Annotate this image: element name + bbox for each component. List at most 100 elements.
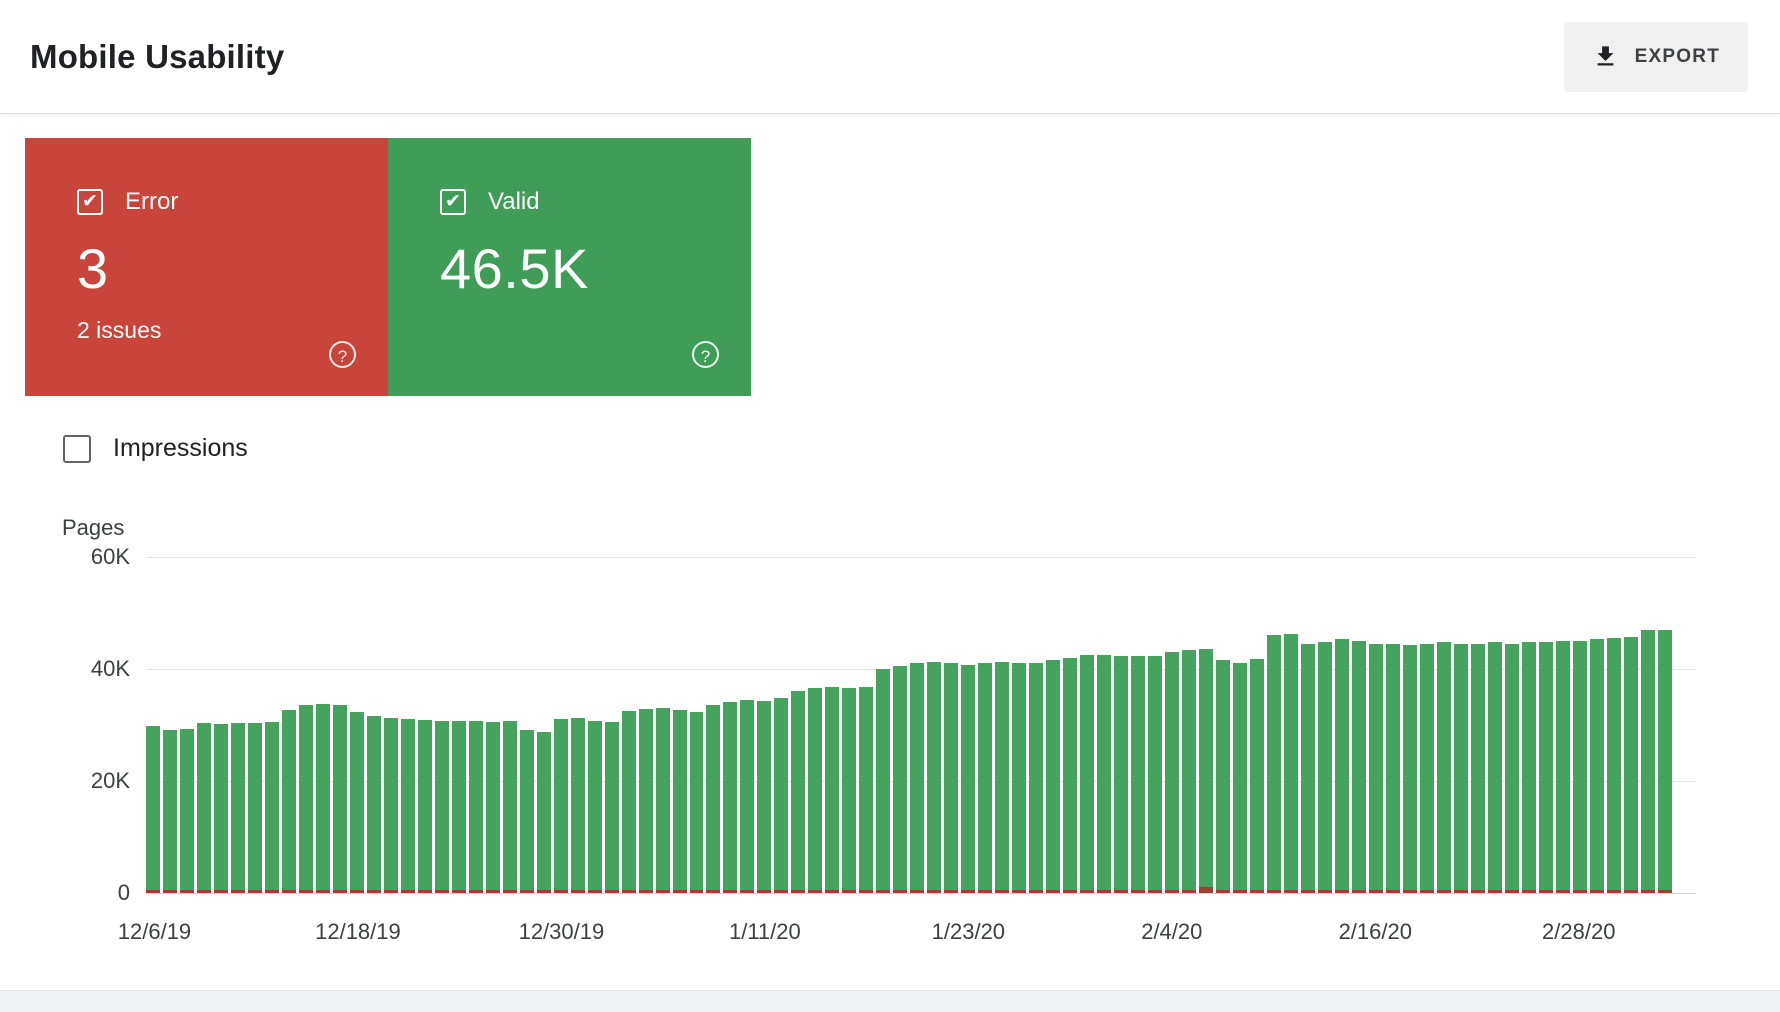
chart-bar bbox=[1216, 660, 1230, 893]
chart-bar bbox=[213, 723, 228, 893]
error-segment bbox=[1589, 890, 1604, 893]
valid-segment bbox=[1012, 663, 1027, 890]
error-segment bbox=[1606, 890, 1621, 893]
error-segment bbox=[604, 890, 619, 893]
chart-bar bbox=[451, 720, 466, 893]
error-segment bbox=[995, 890, 1010, 893]
chart-bar bbox=[417, 720, 432, 893]
error-segment bbox=[570, 890, 585, 893]
error-segment bbox=[451, 890, 466, 893]
x-axis-label: 2/16/20 bbox=[1338, 919, 1412, 944]
valid-segment bbox=[570, 717, 585, 890]
error-segment bbox=[230, 890, 245, 893]
chart-bar bbox=[1249, 659, 1264, 893]
error-segment bbox=[1165, 890, 1180, 893]
chart-bar bbox=[1504, 643, 1519, 893]
chart-bar bbox=[1165, 652, 1180, 893]
error-checkbox-checked[interactable] bbox=[77, 189, 103, 215]
error-segment bbox=[1368, 890, 1383, 893]
chart-bar bbox=[791, 691, 806, 893]
chart-bar bbox=[740, 699, 755, 893]
chart-bar bbox=[689, 711, 704, 893]
valid-card[interactable]: Valid 46.5K bbox=[388, 138, 751, 396]
chart-bar bbox=[281, 709, 296, 893]
valid-segment bbox=[1538, 641, 1553, 890]
error-segment bbox=[1555, 890, 1570, 893]
error-segment bbox=[1538, 890, 1553, 893]
chart-bar bbox=[298, 705, 313, 893]
export-button[interactable]: EXPORT bbox=[1563, 21, 1748, 92]
chart-bar bbox=[146, 725, 160, 893]
chart-bar bbox=[1131, 655, 1146, 893]
error-segment bbox=[400, 890, 415, 893]
chart-bar bbox=[808, 688, 823, 893]
valid-segment bbox=[1029, 663, 1044, 890]
chart-bar bbox=[1419, 643, 1434, 893]
valid-segment bbox=[1470, 643, 1485, 890]
impressions-checkbox-box[interactable] bbox=[63, 434, 91, 463]
valid-segment bbox=[1385, 643, 1400, 890]
error-segment bbox=[706, 890, 721, 893]
valid-segment bbox=[502, 720, 517, 890]
error-segment bbox=[672, 890, 687, 893]
gridline bbox=[146, 557, 1696, 558]
error-segment bbox=[179, 890, 194, 893]
valid-segment bbox=[417, 720, 432, 890]
valid-segment bbox=[281, 709, 296, 890]
error-segment bbox=[1063, 890, 1078, 893]
valid-segment bbox=[1657, 629, 1672, 890]
chart-bar bbox=[1385, 643, 1400, 893]
error-segment bbox=[315, 890, 330, 893]
valid-segment bbox=[519, 730, 534, 890]
valid-checkbox-checked[interactable] bbox=[440, 189, 466, 215]
error-segment bbox=[366, 890, 381, 893]
error-segment bbox=[264, 890, 279, 893]
error-segment bbox=[485, 890, 500, 893]
help-icon[interactable] bbox=[692, 341, 719, 368]
valid-segment bbox=[230, 723, 245, 890]
error-segment bbox=[927, 890, 942, 893]
chart-bar bbox=[995, 661, 1010, 893]
valid-segment bbox=[1589, 639, 1604, 890]
impressions-checkbox[interactable]: Impressions bbox=[63, 434, 248, 463]
error-segment bbox=[1097, 890, 1112, 893]
valid-segment bbox=[146, 725, 160, 890]
error-segment bbox=[587, 890, 602, 893]
error-segment bbox=[1640, 890, 1655, 893]
valid-segment bbox=[723, 702, 738, 890]
chart-bar bbox=[230, 723, 245, 893]
chart-bar bbox=[723, 702, 738, 893]
help-icon[interactable] bbox=[329, 341, 356, 368]
chart-bar bbox=[485, 722, 500, 893]
error-segment bbox=[876, 890, 891, 893]
chart-bar bbox=[1266, 635, 1281, 893]
chart-bar bbox=[1097, 654, 1112, 893]
valid-segment bbox=[1317, 641, 1332, 890]
error-segment bbox=[808, 890, 823, 893]
error-segment bbox=[723, 890, 738, 893]
valid-segment bbox=[978, 663, 993, 890]
chart-bar bbox=[825, 687, 840, 893]
error-segment bbox=[1436, 890, 1451, 893]
chart-bar bbox=[910, 663, 925, 893]
chart-bar bbox=[179, 728, 194, 893]
chart-bar bbox=[1538, 641, 1553, 893]
chart-bar bbox=[893, 666, 908, 893]
x-axis-label: 1/11/20 bbox=[728, 919, 801, 944]
error-segment bbox=[621, 890, 636, 893]
valid-segment bbox=[893, 666, 908, 890]
error-card[interactable]: Error 3 2 issues bbox=[25, 138, 388, 396]
error-segment bbox=[655, 890, 670, 893]
valid-card-header: Valid bbox=[440, 188, 721, 216]
plot-area bbox=[146, 557, 1696, 894]
valid-segment bbox=[1402, 644, 1417, 890]
valid-segment bbox=[876, 668, 891, 890]
valid-segment bbox=[944, 663, 959, 890]
x-axis-label: 1/23/20 bbox=[931, 919, 1006, 944]
error-segment bbox=[383, 890, 398, 893]
valid-segment bbox=[808, 688, 823, 890]
chart-bar bbox=[1589, 639, 1604, 893]
valid-segment bbox=[791, 691, 806, 890]
valid-segment bbox=[383, 717, 398, 890]
valid-segment bbox=[1334, 639, 1349, 890]
